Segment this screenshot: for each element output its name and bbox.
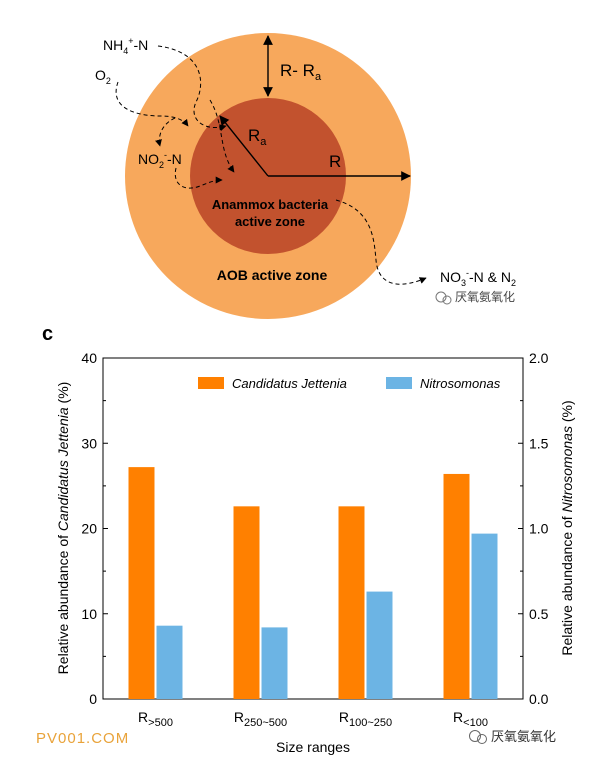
x-axis-title: Size ranges bbox=[276, 739, 350, 755]
y-axis-right-title: Relative abundance of Nitrosomonas (%) bbox=[559, 400, 575, 655]
no3-n2-label: NO3--N & N2 bbox=[440, 268, 516, 288]
bar-nitrosomonas bbox=[366, 591, 393, 699]
wechat-icon bbox=[435, 291, 452, 305]
legend-label-jettenia: Candidatus Jettenia bbox=[232, 376, 347, 391]
y-tick-right-label: 1.5 bbox=[529, 435, 549, 451]
r-label: R bbox=[329, 152, 341, 171]
o2-label: O2 bbox=[95, 67, 111, 86]
y-tick-left-label: 10 bbox=[81, 606, 97, 622]
y-tick-left-label: 40 bbox=[81, 350, 97, 366]
bar-jettenia bbox=[128, 467, 155, 699]
aob-zone-label: AOB active zone bbox=[217, 267, 328, 283]
wechat-icon-bottom bbox=[469, 730, 487, 744]
no3-flow-arrow bbox=[335, 199, 427, 285]
y-tick-left-label: 0 bbox=[89, 691, 97, 707]
bar-jettenia bbox=[338, 506, 365, 699]
bar-jettenia bbox=[233, 506, 260, 699]
bar-nitrosomonas bbox=[261, 627, 288, 699]
y-axis-left-title: Relative abundance of Candidatus Jetteni… bbox=[55, 382, 71, 675]
y-tick-right-label: 0.0 bbox=[529, 691, 549, 707]
watermark-bottom-left: PV001.COM bbox=[36, 730, 129, 747]
y-axis-right: 0.0 0.5 1.0 1.5 2.0 bbox=[518, 350, 549, 707]
y-tick-right-label: 2.0 bbox=[529, 350, 549, 366]
legend: Candidatus Jettenia Nitrosomonas bbox=[198, 376, 501, 391]
legend-swatch-nitrosomonas bbox=[386, 377, 412, 389]
ra-arrow bbox=[219, 115, 269, 177]
granule-diagram: NH4+-N O2 NO2--N R- Ra Ra R Anammox bact… bbox=[95, 33, 516, 319]
watermark-bottom-right: 厌氧氨氧化 bbox=[491, 729, 556, 744]
y-tick-right-label: 1.0 bbox=[529, 521, 549, 537]
bar-jettenia bbox=[443, 473, 470, 699]
bars bbox=[128, 467, 498, 699]
panel-label: c bbox=[42, 323, 53, 345]
watermark-top-right: 厌氧氨氧化 bbox=[455, 290, 515, 304]
nh4-flow-arrow bbox=[157, 45, 227, 132]
ra-label: Ra bbox=[248, 126, 267, 148]
y-tick-left-label: 20 bbox=[81, 521, 97, 537]
o2-flow-arrow bbox=[115, 81, 189, 127]
bar-nitrosomonas bbox=[471, 533, 498, 699]
legend-label-nitrosomonas: Nitrosomonas bbox=[420, 376, 501, 391]
r-minus-ra-label: R- Ra bbox=[280, 61, 322, 83]
x-tick-label: R>500 bbox=[138, 709, 173, 729]
anammox-zone-label-2: active zone bbox=[235, 214, 305, 229]
nh4-label: NH4+-N bbox=[103, 36, 148, 56]
x-axis: R>500 R250~500 R100~250 R<100 bbox=[138, 709, 488, 729]
anammox-zone-label: Anammox bacteria bbox=[212, 197, 329, 212]
nh4-flow-arrow-2 bbox=[209, 99, 235, 173]
no2-label: NO2--N bbox=[138, 150, 182, 170]
x-tick-label: R250~500 bbox=[234, 709, 287, 729]
x-tick-label: R<100 bbox=[453, 709, 488, 729]
no2-source-arrow bbox=[155, 117, 176, 147]
y-tick-right-label: 0.5 bbox=[529, 606, 549, 622]
bar-nitrosomonas bbox=[156, 625, 183, 699]
y-tick-left-label: 30 bbox=[81, 435, 97, 451]
legend-swatch-jettenia bbox=[198, 377, 224, 389]
x-tick-label: R100~250 bbox=[339, 709, 392, 729]
y-axis-left: 0 10 20 30 40 bbox=[81, 350, 108, 707]
